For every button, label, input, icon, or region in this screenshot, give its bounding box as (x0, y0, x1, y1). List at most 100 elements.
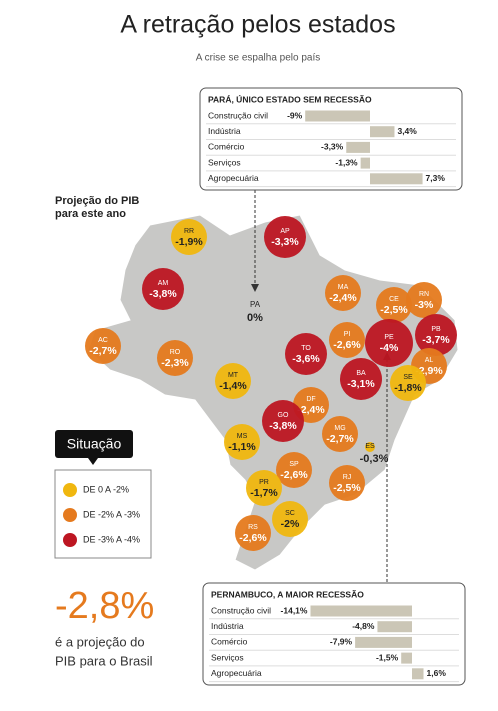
bar (370, 126, 395, 138)
state-value: -1,1% (228, 441, 256, 453)
state-bubble (157, 340, 193, 376)
row-label: Agropecuária (211, 668, 262, 678)
bar-label: -4,8% (352, 621, 375, 631)
state-value: -3,8% (269, 420, 297, 432)
bar (360, 157, 370, 169)
bar-label: -9% (287, 110, 303, 120)
state-code: RJ (343, 474, 352, 481)
row-label: Construção civil (211, 605, 271, 615)
state-bubble (329, 322, 365, 358)
state-bubble (340, 358, 382, 400)
state-value: -2,6% (333, 339, 361, 351)
national-caption: PIB para o Brasil (55, 653, 153, 668)
state-code: SC (285, 510, 295, 517)
state-bubble (322, 416, 358, 452)
state-code: PI (344, 331, 351, 338)
state-bubble (325, 275, 361, 311)
state-value: -4% (380, 342, 399, 354)
state-value: -1,8% (394, 382, 422, 394)
state-code: MS (237, 433, 248, 440)
state-value: -2% (281, 518, 300, 530)
legend-label: DE -3% A -4% (83, 534, 140, 544)
bar (412, 668, 424, 680)
state-code: PA (250, 300, 261, 309)
state-bubble (365, 442, 375, 452)
national-value: -2,8% (55, 585, 154, 627)
state-value: -3,6% (292, 353, 320, 365)
state-value: -2,5% (380, 304, 408, 316)
state-bubble (171, 219, 207, 255)
state-bubble (264, 216, 306, 258)
state-code: PB (431, 326, 441, 333)
state-bubble (415, 314, 457, 356)
state-value: -2,4% (297, 404, 325, 416)
state-value: -3,1% (347, 378, 375, 390)
state-code: AP (280, 228, 290, 235)
state-value: -2,6% (280, 469, 308, 481)
state-value: -2,7% (89, 345, 117, 357)
callout-title: PARÁ, ÚNICO ESTADO SEM RECESSÃO (208, 93, 372, 104)
state-code: TO (301, 345, 311, 352)
state-code: SP (289, 461, 299, 468)
row-label: Indústria (211, 621, 244, 631)
bar-label: -7,9% (330, 637, 353, 647)
state-code: MG (334, 425, 345, 432)
legend-label: DE 0 A -2% (83, 484, 129, 494)
national-caption: é a projeção do (55, 634, 145, 649)
state-value: -3,8% (149, 288, 177, 300)
legend-title-tip (88, 458, 98, 465)
state-value: -3% (415, 299, 434, 311)
state-bubble (285, 333, 327, 375)
row-label: Agropecuária (208, 173, 259, 183)
state-bubble (85, 328, 121, 364)
bar-label: -3,3% (321, 142, 344, 152)
state-bubble (390, 365, 426, 401)
state-bubble (224, 424, 260, 460)
state-code: ES (365, 443, 375, 450)
state-value: -2,6% (239, 532, 267, 544)
map-note: Projeção do PIB (55, 195, 139, 207)
state-bubble (276, 452, 312, 488)
bar (310, 605, 412, 617)
callout-title: PERNAMBUCO, A MAIOR RECESSÃO (211, 589, 364, 599)
state-value: -3,3% (271, 236, 299, 248)
bar-label: -14,1% (281, 605, 308, 615)
bar (377, 621, 412, 633)
row-label: Construção civil (208, 110, 268, 120)
state-code: DF (306, 396, 315, 403)
state-code: BA (356, 370, 366, 377)
legend-swatch (63, 533, 77, 547)
bar-label: 7,3% (426, 173, 446, 183)
state-bubble (376, 287, 412, 323)
legend-label: DE -2% A -3% (83, 509, 140, 519)
state-code: RR (184, 228, 194, 235)
state-value: -2,4% (329, 292, 357, 304)
bar (401, 652, 412, 664)
state-value: -3,7% (422, 334, 450, 346)
state-bubble (365, 319, 413, 367)
state-value: -1,9% (175, 236, 203, 248)
state-bubble (262, 400, 304, 442)
legend-title-box (55, 430, 133, 458)
row-label: Serviços (211, 652, 244, 662)
map-note: para este ano (55, 208, 126, 220)
bar-label: -1,3% (335, 157, 358, 167)
state-code: CE (389, 296, 399, 303)
state-value: -1,4% (219, 380, 247, 392)
bar (370, 173, 423, 185)
state-code: MA (338, 284, 349, 291)
state-code: RO (170, 349, 181, 356)
state-code: MT (228, 372, 239, 379)
row-label: Comércio (211, 637, 248, 647)
state-bubble (215, 363, 251, 399)
state-bubble (235, 515, 271, 551)
title: A retração pelos estados (120, 11, 395, 39)
bar (355, 636, 412, 648)
row-label: Comércio (208, 142, 245, 152)
state-code: AC (98, 337, 108, 344)
row-label: Indústria (208, 126, 241, 136)
legend-swatch (63, 483, 77, 497)
state-value: -2,7% (326, 433, 354, 445)
subtitle: A crise se espalha pelo país (196, 53, 321, 64)
bar-label: 1,6% (427, 668, 447, 678)
